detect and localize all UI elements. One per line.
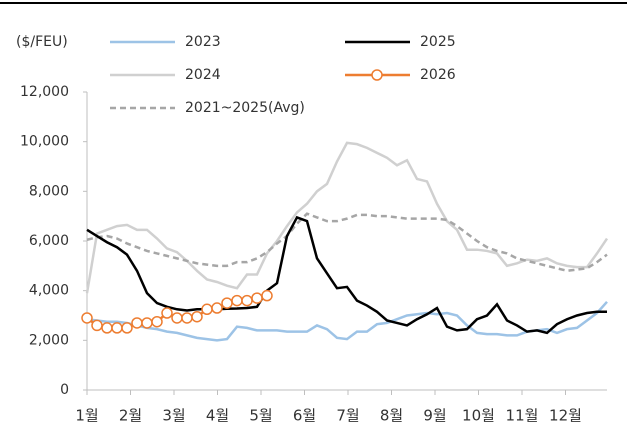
y-tick-label: 10,000 bbox=[20, 134, 69, 150]
point bbox=[201, 303, 213, 316]
point bbox=[241, 294, 253, 307]
legend-label: 2023 bbox=[185, 34, 221, 50]
y-tick-label: 8,000 bbox=[29, 183, 69, 199]
point bbox=[221, 297, 233, 309]
point bbox=[261, 289, 273, 302]
point bbox=[171, 312, 183, 324]
point bbox=[141, 317, 153, 329]
point bbox=[251, 292, 263, 304]
x-tick-label: 12월 bbox=[549, 407, 582, 425]
x-tick-label: 4월 bbox=[206, 407, 229, 425]
point bbox=[81, 312, 93, 324]
x-tick-label: 9월 bbox=[423, 407, 446, 425]
point bbox=[191, 310, 203, 323]
point bbox=[91, 319, 103, 332]
x-tick-label: 10월 bbox=[462, 407, 495, 425]
legend-marker bbox=[371, 69, 383, 81]
x-tick-label: 6월 bbox=[293, 407, 316, 425]
series-line bbox=[85, 141, 609, 294]
point bbox=[161, 307, 173, 319]
y-tick-label: 4,000 bbox=[29, 283, 69, 299]
point bbox=[151, 315, 163, 328]
y-tick-label: 2,000 bbox=[29, 332, 69, 348]
point bbox=[231, 294, 243, 307]
point bbox=[181, 312, 193, 324]
series-line bbox=[86, 215, 607, 335]
x-tick-label: 11월 bbox=[506, 407, 539, 425]
x-tick-label: 3월 bbox=[162, 407, 185, 425]
point bbox=[211, 302, 223, 314]
y-tick-label: 0 bbox=[60, 382, 69, 398]
x-tick-label: 7월 bbox=[336, 407, 359, 425]
x-tick-label: 2월 bbox=[119, 407, 142, 425]
x-tick-label: 1월 bbox=[75, 407, 98, 425]
y-unit: ($/FEU) bbox=[16, 34, 68, 50]
legend-label: 2026 bbox=[420, 67, 456, 83]
point bbox=[101, 322, 113, 334]
point bbox=[131, 317, 143, 329]
point bbox=[121, 322, 133, 334]
x-tick-label: 5월 bbox=[249, 407, 272, 425]
y-tick-label: 12,000 bbox=[20, 84, 69, 100]
series-line bbox=[86, 301, 608, 342]
x-tick-label: 8월 bbox=[380, 407, 403, 425]
series-line bbox=[86, 212, 608, 273]
legend-label: 2025 bbox=[420, 34, 456, 50]
legend-label: 2021~2025(Avg) bbox=[185, 100, 305, 116]
legend-label: 2024 bbox=[185, 67, 221, 83]
y-tick-label: 6,000 bbox=[29, 233, 69, 249]
point bbox=[111, 322, 123, 334]
